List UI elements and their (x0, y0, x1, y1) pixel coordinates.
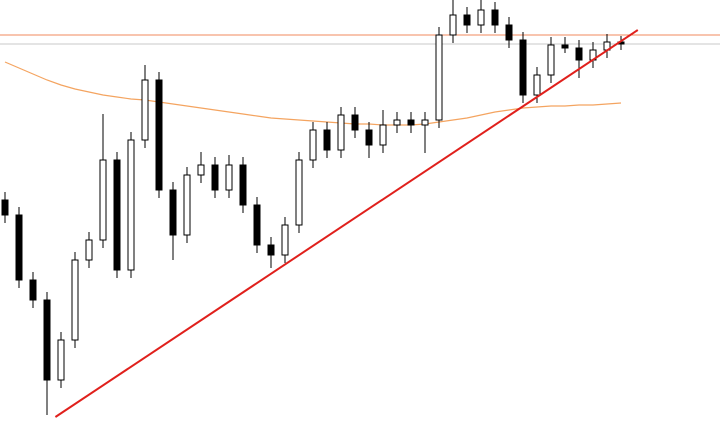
candle-body (463, 14, 471, 26)
candle-body (407, 119, 415, 126)
candle-body (491, 9, 499, 26)
candle-body (281, 224, 289, 256)
candle-body (435, 34, 443, 121)
candle-body (505, 24, 513, 41)
candle-body (561, 44, 569, 49)
candle-body (141, 79, 149, 141)
candle-body (309, 129, 317, 161)
candle-body (547, 44, 555, 76)
moving-average (4, 61, 622, 126)
candle-body (239, 164, 247, 206)
candle-body (15, 214, 23, 281)
candle-body (57, 339, 65, 381)
candle-body (85, 239, 93, 261)
candle-body (575, 47, 583, 61)
candle-body (365, 129, 373, 146)
candle-body (211, 164, 219, 191)
candle-body (29, 279, 37, 301)
candle-body (113, 159, 121, 271)
candle-body (183, 174, 191, 236)
candle-body (379, 124, 387, 146)
candle-body (351, 114, 359, 131)
candle-body (43, 299, 51, 381)
candle-body (449, 14, 457, 36)
candle-body (295, 159, 303, 226)
candle-body (99, 159, 107, 241)
candle-body (519, 39, 527, 96)
candle-body (127, 139, 135, 271)
candle-body (1, 199, 9, 216)
candle-body (421, 119, 429, 126)
candle-body (393, 119, 401, 126)
candle-body (323, 129, 331, 151)
trendline (54, 29, 639, 418)
candle-body (155, 79, 163, 191)
candle-body (477, 9, 485, 26)
candle-body (71, 259, 79, 341)
candle-body (533, 74, 541, 96)
candle-body (267, 244, 275, 256)
candle-body (337, 114, 345, 151)
candle-body (225, 164, 233, 191)
candle-body (197, 164, 205, 176)
candle-body (169, 189, 177, 236)
candle-body (253, 204, 261, 246)
